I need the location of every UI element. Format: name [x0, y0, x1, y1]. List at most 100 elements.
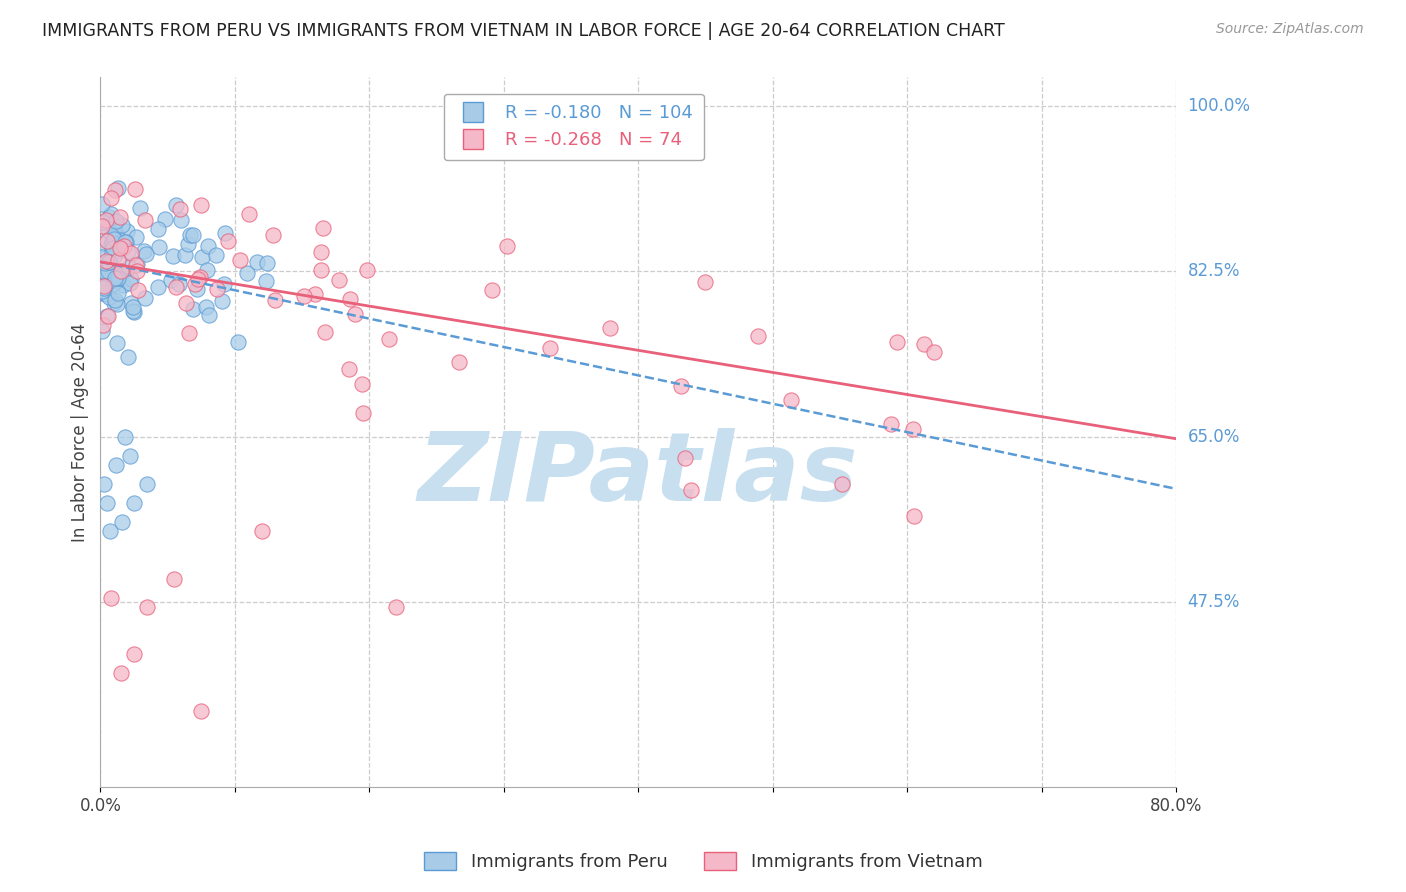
Text: 65.0%: 65.0% [1188, 428, 1240, 446]
Legend: R = -0.180   N = 104, R = -0.268   N = 74: R = -0.180 N = 104, R = -0.268 N = 74 [444, 94, 704, 161]
Point [344, 307, 367, 321]
Point [197, 239, 219, 253]
Point [97, 264, 120, 278]
Point [779, 392, 801, 407]
Point [100, 246, 122, 260]
Point [195, 263, 218, 277]
Point [134, 212, 156, 227]
Point [314, 325, 336, 339]
Point [190, 704, 212, 718]
Point [98, 290, 121, 304]
Point [105, 227, 128, 242]
Text: ZIPatlas: ZIPatlas [418, 428, 859, 521]
Point [125, 264, 148, 278]
Point [136, 477, 159, 491]
Point [538, 342, 561, 356]
Point [217, 234, 239, 248]
Point [148, 240, 170, 254]
Point [90, 197, 112, 211]
Point [105, 274, 128, 288]
Point [103, 241, 125, 255]
Point [96, 212, 118, 227]
Point [263, 293, 285, 307]
Point [93, 278, 115, 293]
Point [110, 264, 132, 278]
Point [104, 184, 127, 198]
Legend: Immigrants from Peru, Immigrants from Vietnam: Immigrants from Peru, Immigrants from Vi… [416, 845, 990, 879]
Point [912, 337, 935, 351]
Point [103, 295, 125, 310]
Point [91, 219, 114, 233]
Point [179, 227, 201, 242]
Point [153, 211, 176, 226]
Point [146, 280, 169, 294]
Point [93, 281, 115, 295]
Point [111, 278, 134, 293]
Point [125, 257, 148, 271]
Point [111, 218, 134, 232]
Point [120, 246, 142, 260]
Text: IMMIGRANTS FROM PERU VS IMMIGRANTS FROM VIETNAM IN LABOR FORCE | AGE 20-64 CORRE: IMMIGRANTS FROM PERU VS IMMIGRANTS FROM … [42, 22, 1005, 40]
Point [127, 283, 149, 297]
Point [91, 324, 114, 338]
Point [107, 270, 129, 285]
Point [695, 275, 717, 289]
Point [312, 221, 335, 235]
Point [922, 344, 945, 359]
Point [91, 286, 114, 301]
Point [352, 406, 374, 420]
Point [110, 210, 132, 224]
Point [292, 289, 315, 303]
Point [304, 286, 326, 301]
Point [105, 335, 128, 350]
Point [96, 260, 118, 275]
Point [108, 244, 131, 258]
Point [111, 515, 134, 529]
Point [262, 227, 284, 242]
Point [226, 335, 249, 350]
Point [903, 509, 925, 524]
Point [93, 477, 115, 491]
Point [311, 263, 333, 277]
Point [205, 248, 228, 262]
Point [100, 591, 122, 605]
Point [122, 648, 145, 662]
Point [135, 247, 157, 261]
Point [134, 244, 156, 258]
Point [104, 293, 127, 307]
Point [120, 276, 142, 290]
Point [174, 295, 197, 310]
Point [117, 244, 139, 259]
Point [214, 226, 236, 240]
Point [831, 477, 853, 491]
Point [110, 263, 132, 277]
Point [673, 451, 696, 466]
Point [339, 293, 361, 307]
Y-axis label: In Labor Force | Age 20-64: In Labor Force | Age 20-64 [72, 323, 89, 541]
Point [205, 282, 228, 296]
Point [107, 285, 129, 300]
Point [128, 201, 150, 215]
Point [186, 282, 208, 296]
Point [747, 328, 769, 343]
Point [100, 238, 122, 252]
Point [100, 191, 122, 205]
Point [211, 294, 233, 309]
Point [94, 286, 117, 301]
Point [120, 272, 142, 286]
Point [238, 207, 260, 221]
Point [91, 215, 114, 229]
Point [256, 274, 278, 288]
Point [91, 318, 114, 333]
Point [250, 524, 273, 539]
Point [181, 301, 204, 316]
Point [98, 255, 121, 269]
Point [167, 277, 190, 292]
Point [163, 572, 186, 586]
Point [101, 235, 124, 250]
Point [96, 496, 118, 510]
Point [229, 252, 252, 267]
Point [96, 267, 118, 281]
Point [136, 600, 159, 615]
Point [194, 300, 217, 314]
